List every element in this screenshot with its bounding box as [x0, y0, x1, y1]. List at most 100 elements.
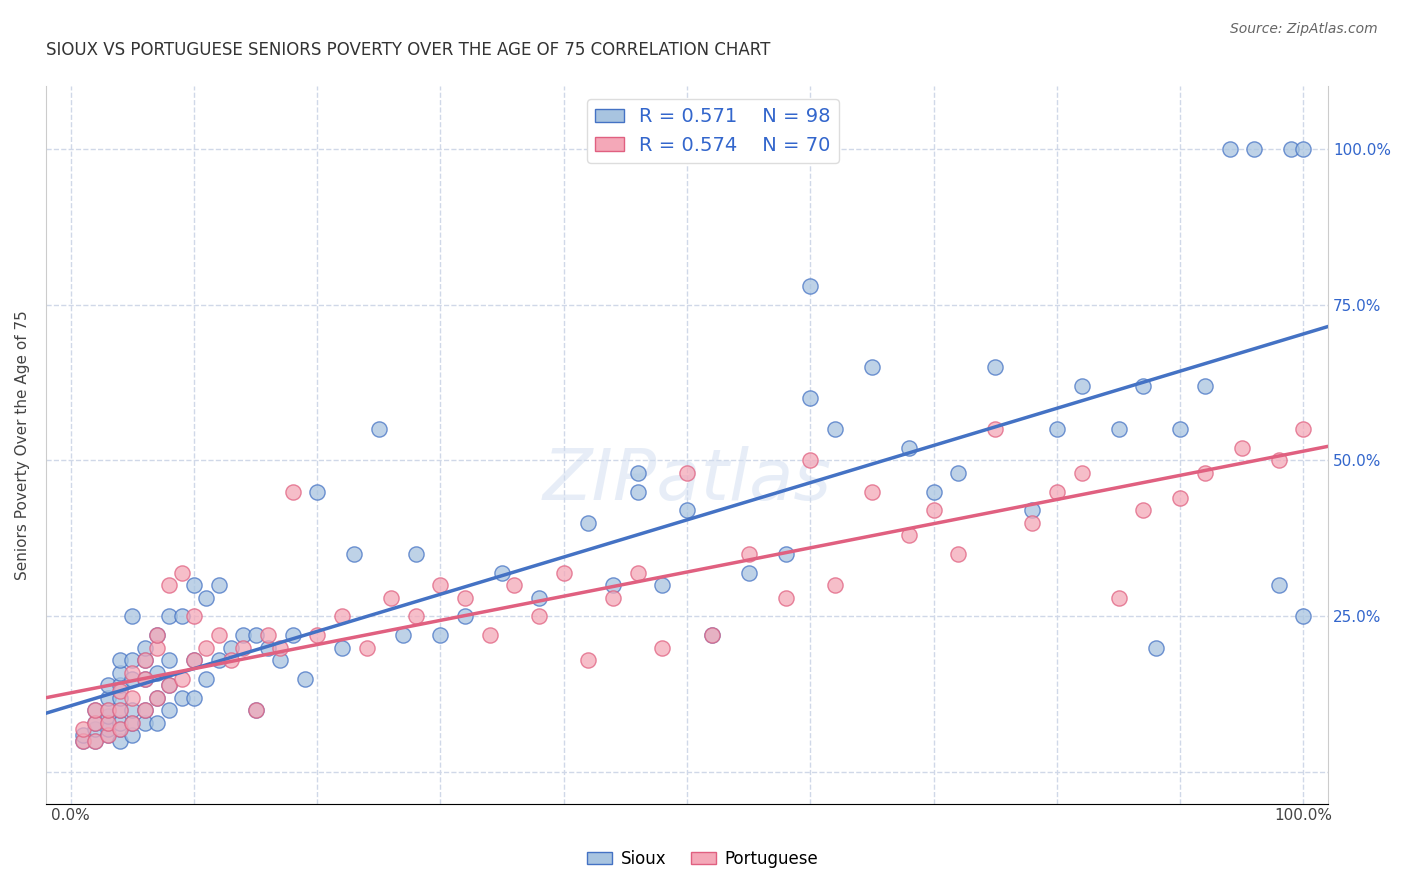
- Point: [1144, 640, 1167, 655]
- Point: [269, 653, 291, 667]
- Point: [478, 628, 501, 642]
- Point: [922, 484, 945, 499]
- Point: [257, 628, 280, 642]
- Point: [157, 609, 180, 624]
- Point: [108, 722, 131, 736]
- Point: [146, 690, 169, 705]
- Point: [195, 672, 218, 686]
- Point: [627, 484, 650, 499]
- Point: [232, 640, 254, 655]
- Point: [121, 715, 143, 730]
- Point: [429, 628, 451, 642]
- Point: [676, 466, 699, 480]
- Point: [281, 484, 304, 499]
- Point: [1070, 378, 1092, 392]
- Point: [245, 628, 267, 642]
- Point: [121, 690, 143, 705]
- Point: [97, 715, 120, 730]
- Point: [97, 703, 120, 717]
- Point: [1046, 484, 1069, 499]
- Point: [1194, 378, 1216, 392]
- Point: [330, 609, 353, 624]
- Point: [984, 422, 1007, 436]
- Point: [97, 690, 120, 705]
- Point: [307, 484, 329, 499]
- Point: [553, 566, 575, 580]
- Point: [72, 728, 94, 742]
- Point: [84, 734, 107, 748]
- Point: [578, 653, 600, 667]
- Point: [824, 422, 846, 436]
- Point: [343, 547, 366, 561]
- Point: [948, 466, 970, 480]
- Point: [219, 640, 242, 655]
- Text: SIOUX VS PORTUGUESE SENIORS POVERTY OVER THE AGE OF 75 CORRELATION CHART: SIOUX VS PORTUGUESE SENIORS POVERTY OVER…: [46, 41, 770, 59]
- Point: [405, 547, 427, 561]
- Point: [1046, 422, 1069, 436]
- Point: [121, 728, 143, 742]
- Point: [503, 578, 526, 592]
- Point: [1279, 142, 1302, 156]
- Point: [245, 703, 267, 717]
- Point: [84, 715, 107, 730]
- Point: [824, 578, 846, 592]
- Point: [134, 703, 156, 717]
- Legend: Sioux, Portuguese: Sioux, Portuguese: [581, 844, 825, 875]
- Point: [1132, 378, 1154, 392]
- Legend: R = 0.571    N = 98, R = 0.574    N = 70: R = 0.571 N = 98, R = 0.574 N = 70: [586, 100, 838, 162]
- Point: [134, 715, 156, 730]
- Point: [183, 653, 205, 667]
- Point: [627, 466, 650, 480]
- Point: [108, 684, 131, 698]
- Point: [627, 566, 650, 580]
- Point: [984, 359, 1007, 374]
- Point: [1132, 503, 1154, 517]
- Y-axis label: Seniors Poverty Over the Age of 75: Seniors Poverty Over the Age of 75: [15, 310, 30, 580]
- Point: [207, 653, 229, 667]
- Point: [97, 709, 120, 723]
- Point: [651, 578, 673, 592]
- Point: [134, 703, 156, 717]
- Point: [97, 703, 120, 717]
- Point: [84, 703, 107, 717]
- Point: [257, 640, 280, 655]
- Point: [380, 591, 402, 605]
- Point: [146, 665, 169, 680]
- Point: [799, 453, 821, 467]
- Point: [207, 628, 229, 642]
- Point: [269, 640, 291, 655]
- Point: [738, 547, 761, 561]
- Point: [651, 640, 673, 655]
- Point: [108, 715, 131, 730]
- Point: [157, 653, 180, 667]
- Point: [134, 640, 156, 655]
- Point: [84, 715, 107, 730]
- Point: [454, 609, 477, 624]
- Point: [1168, 422, 1191, 436]
- Point: [108, 703, 131, 717]
- Text: Source: ZipAtlas.com: Source: ZipAtlas.com: [1230, 22, 1378, 37]
- Point: [281, 628, 304, 642]
- Point: [195, 640, 218, 655]
- Point: [97, 678, 120, 692]
- Point: [897, 528, 920, 542]
- Point: [108, 734, 131, 748]
- Point: [84, 722, 107, 736]
- Point: [84, 734, 107, 748]
- Point: [1108, 591, 1130, 605]
- Point: [578, 516, 600, 530]
- Point: [170, 566, 193, 580]
- Point: [922, 503, 945, 517]
- Point: [195, 591, 218, 605]
- Point: [134, 653, 156, 667]
- Point: [602, 591, 624, 605]
- Point: [1021, 516, 1043, 530]
- Point: [157, 703, 180, 717]
- Point: [527, 591, 550, 605]
- Point: [1268, 453, 1291, 467]
- Point: [491, 566, 513, 580]
- Point: [1292, 142, 1315, 156]
- Point: [799, 278, 821, 293]
- Point: [84, 703, 107, 717]
- Point: [108, 665, 131, 680]
